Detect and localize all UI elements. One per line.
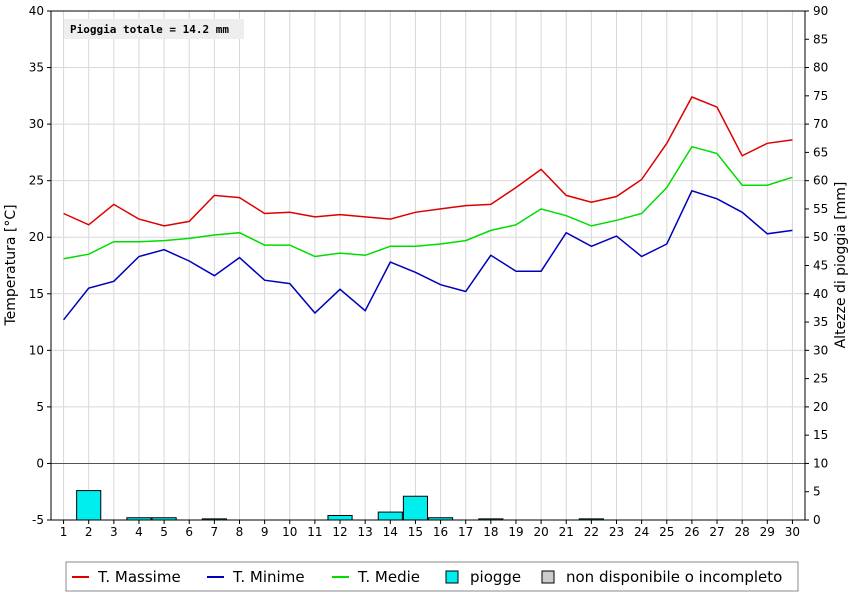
y2-tick-label: 20	[813, 400, 828, 414]
y2-tick-label: 5	[813, 485, 821, 499]
series-line-t-massime	[63, 96, 793, 227]
series-line-t-minime	[63, 189, 793, 321]
rain-bar	[327, 514, 353, 521]
y2-tick-label: 40	[813, 287, 828, 301]
x-tick-label: 12	[332, 525, 347, 539]
x-tick-label: 17	[458, 525, 473, 539]
y-tick-label: 20	[29, 230, 44, 244]
legend-label: non disponibile o incompleto	[566, 568, 782, 586]
y-tick-label: 0	[36, 456, 44, 470]
y-tick-label: 25	[29, 174, 44, 188]
x-tick-label: 30	[785, 525, 800, 539]
x-tick-label: 28	[735, 525, 750, 539]
grid	[51, 10, 805, 521]
x-tick-label: 3	[110, 525, 118, 539]
y2-tick-label: 25	[813, 372, 828, 386]
y2-tick-label: 65	[813, 145, 828, 159]
rain-bar	[402, 495, 428, 521]
legend: T. Massime T. Minime T. Medie piogge non dis…	[65, 561, 799, 592]
y2-tick-label: 35	[813, 315, 828, 329]
y-tick-label: 40	[29, 4, 44, 18]
y-tick-label: -5	[32, 513, 44, 527]
x-tick-label: 22	[584, 525, 599, 539]
x-tick-label: 13	[358, 525, 373, 539]
y-tick-label: 30	[29, 117, 44, 131]
x-tick-label: 23	[609, 525, 624, 539]
x-tick-label: 19	[508, 525, 523, 539]
y-axis-title: Temperatura [°C]	[3, 204, 19, 326]
y2-tick-label: 85	[813, 32, 828, 46]
legend-label: T. Medie	[357, 568, 420, 586]
x-tick-label: 21	[559, 525, 574, 539]
y2-tick-label: 90	[813, 4, 828, 18]
temperature-lines	[63, 96, 793, 321]
legend-label: T. Massime	[97, 568, 181, 586]
y2-tick-label: 80	[813, 61, 828, 75]
x-tick-label: 24	[634, 525, 649, 539]
x-tick-label: 16	[433, 525, 448, 539]
x-tick-label: 25	[659, 525, 674, 539]
x-axis-ticks: 1 2 3 4 5 6 7 8 9 10 11 12 13 14 15 16 17 18 19 20 21 22 23 24 2…	[60, 520, 800, 539]
y-tick-label: 5	[36, 400, 44, 414]
series-line-t-medie	[63, 145, 793, 260]
x-tick-label: 14	[383, 525, 398, 539]
x-tick-label: 5	[160, 525, 168, 539]
y2-tick-label: 15	[813, 428, 828, 442]
y2-tick-label: 55	[813, 202, 828, 216]
y2-tick-label: 75	[813, 89, 828, 103]
annotation-text: Pioggia totale = 14.2 mm	[70, 23, 229, 36]
x-tick-label: 27	[709, 525, 724, 539]
x-tick-label: 6	[185, 525, 193, 539]
legend-label: piogge	[470, 568, 521, 586]
y-tick-label: 35	[29, 61, 44, 75]
right-axis-ticks: 0 5 10 15 20 25 30 35 40 45 50 55 60 65 70 75 80 85 90	[805, 4, 828, 527]
annotation-box	[64, 19, 244, 39]
rain-bar	[377, 511, 403, 521]
y-tick-label: 10	[29, 343, 44, 357]
x-tick-label: 18	[483, 525, 498, 539]
x-tick-label: 29	[760, 525, 775, 539]
x-tick-label: 11	[307, 525, 322, 539]
y2-tick-label: 60	[813, 174, 828, 188]
legend-swatch-box	[541, 570, 555, 584]
x-tick-label: 4	[135, 525, 143, 539]
y2-tick-label: 50	[813, 230, 828, 244]
x-tick-label: 20	[533, 525, 548, 539]
y2-tick-label: 0	[813, 513, 821, 527]
x-tick-label: 10	[282, 525, 297, 539]
legend-label: T. Minime	[232, 568, 305, 586]
y2-axis-title: Altezze di pioggia [mm]	[833, 182, 849, 349]
rain-total-annotation: Pioggia totale = 14.2 mm	[64, 19, 244, 39]
x-tick-label: 7	[211, 525, 219, 539]
x-tick-label: 2	[85, 525, 93, 539]
left-axis-ticks: -5 0 5 10 15 20 25 30 35 40	[29, 4, 51, 527]
x-tick-label: 9	[261, 525, 269, 539]
y-tick-label: 15	[29, 287, 44, 301]
y2-tick-label: 10	[813, 456, 828, 470]
y2-tick-label: 70	[813, 117, 828, 131]
y2-tick-label: 45	[813, 259, 828, 273]
x-tick-label: 1	[60, 525, 68, 539]
rain-bar	[76, 490, 102, 521]
x-tick-label: 8	[236, 525, 244, 539]
x-tick-label: 15	[408, 525, 423, 539]
legend-frame	[65, 561, 799, 592]
x-tick-label: 26	[684, 525, 699, 539]
y2-tick-label: 30	[813, 343, 828, 357]
legend-swatch-box	[445, 570, 459, 584]
